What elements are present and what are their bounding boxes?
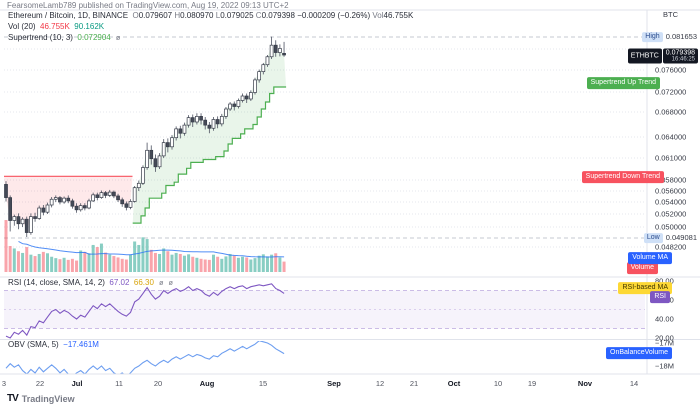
supertrend-down-trend-tag: Supertrend Down Trend bbox=[581, 171, 664, 183]
price-tick[interactable]: 0.068000 bbox=[655, 107, 687, 117]
time-tick[interactable]: 3 bbox=[1, 379, 7, 388]
rsi-ma-value: 66.30 bbox=[133, 278, 154, 287]
tradingview-logo[interactable]: TV TradingView bbox=[7, 393, 75, 404]
symbol-legend[interactable]: Ethereum / Bitcoin, 1D, BINANCE O0.07960… bbox=[8, 11, 413, 20]
low-price-row: Low 0.049081 bbox=[643, 233, 697, 243]
supertrend-value: 0.072904 bbox=[77, 33, 111, 42]
low-tag-value: 0.049081 bbox=[665, 233, 697, 243]
time-tick[interactable]: 12 bbox=[375, 379, 385, 388]
time-tick[interactable]: 20 bbox=[153, 379, 163, 388]
rsi-indicator-legend[interactable]: RSI (14, close, SMA, 14, 2) 67.02 66.30 … bbox=[8, 278, 173, 287]
volume-ma-tag: Volume MA bbox=[628, 252, 672, 264]
volume-label: Vol bbox=[372, 11, 384, 20]
price-tick[interactable]: 0.052000 bbox=[655, 209, 687, 219]
price-tick[interactable]: 0.076000 bbox=[655, 65, 687, 75]
symbol-tag: ETHBTC bbox=[627, 48, 662, 64]
volume-indicator-legend[interactable]: Vol (20) 46.755K 90.162K bbox=[8, 22, 104, 31]
current-price: 0.079398 bbox=[665, 49, 695, 57]
hidden-eye-icon[interactable]: ø bbox=[168, 280, 173, 287]
price-tick[interactable]: 0.061000 bbox=[655, 153, 687, 163]
time-tick[interactable]: 15 bbox=[258, 379, 268, 388]
rsi-tag: RSI bbox=[650, 291, 670, 303]
rsi-tick[interactable]: 80.00 bbox=[655, 276, 674, 286]
low-label: L bbox=[215, 11, 221, 20]
volume-value: 46.755K bbox=[383, 11, 414, 20]
current-price-tag: ETHBTC 0.079398 16:46:25 bbox=[627, 48, 698, 64]
vol-row-value: 46.755K bbox=[40, 22, 70, 31]
price-tick[interactable]: 0.056000 bbox=[655, 186, 687, 196]
low-value: 0.079025 bbox=[220, 11, 254, 20]
time-tick[interactable]: 19 bbox=[527, 379, 537, 388]
price-tick[interactable]: 0.048200 bbox=[655, 242, 687, 252]
close-label: C bbox=[255, 11, 262, 20]
price-axis-currency: BTC bbox=[663, 10, 678, 19]
low-tag: Low bbox=[643, 233, 663, 243]
vol-ma-value: 90.162K bbox=[74, 22, 105, 31]
obv-tick[interactable]: −18M bbox=[655, 361, 674, 371]
tradingview-mark-icon: TV bbox=[7, 393, 19, 404]
time-tick[interactable]: 14 bbox=[629, 379, 639, 388]
time-tick[interactable]: Oct bbox=[447, 379, 461, 388]
rsi-label[interactable]: RSI (14, close, SMA, 14, 2) bbox=[8, 278, 105, 287]
high-tag: High bbox=[642, 32, 663, 42]
time-tick[interactable]: Sep bbox=[327, 379, 341, 388]
vol-row-label[interactable]: Vol (20) bbox=[8, 22, 36, 31]
hidden-eye-icon[interactable]: ø bbox=[159, 280, 164, 287]
supertrend-label[interactable]: Supertrend (10, 3) bbox=[8, 33, 73, 42]
rsi-tick[interactable]: 20.00 bbox=[655, 333, 674, 343]
price-tick[interactable]: 0.058000 bbox=[655, 175, 687, 185]
open-value: 0.079607 bbox=[138, 11, 173, 20]
high-value: 0.080970 bbox=[180, 11, 214, 20]
change-value: −0.000209 (−0.26%) bbox=[297, 11, 371, 20]
high-price-row: High 0.081653 bbox=[642, 32, 697, 42]
bar-countdown: 16:46:25 bbox=[671, 56, 695, 63]
attribution-text: FearsomeLamb789 published on TradingView… bbox=[7, 1, 289, 10]
open-label: O bbox=[132, 11, 139, 20]
rsi-based-ma-tag: RSI-based MA bbox=[618, 282, 672, 294]
time-tick[interactable]: 21 bbox=[409, 379, 419, 388]
obv-indicator-legend[interactable]: OBV (SMA, 5) −17.461M bbox=[8, 340, 99, 349]
obv-value: −17.461M bbox=[63, 340, 99, 349]
time-tick[interactable]: Aug bbox=[199, 379, 215, 388]
time-tick[interactable]: 10 bbox=[493, 379, 503, 388]
time-tick[interactable]: 11 bbox=[115, 379, 123, 388]
on-balance-volume-tag: OnBalanceVolume bbox=[606, 347, 672, 359]
high-tag-value: 0.081653 bbox=[665, 32, 697, 42]
volume-tag: Volume bbox=[626, 262, 658, 274]
hidden-eye-icon[interactable]: ø bbox=[116, 35, 121, 42]
price-tick[interactable]: 0.064000 bbox=[655, 132, 687, 142]
obv-tick[interactable]: −17M bbox=[655, 338, 674, 348]
obv-label[interactable]: OBV (SMA, 5) bbox=[8, 340, 59, 349]
price-tick[interactable]: 0.054000 bbox=[655, 197, 687, 207]
rsi-tick[interactable]: 40.00 bbox=[655, 314, 674, 324]
tradingview-brand: TradingView bbox=[21, 393, 75, 404]
symbol-title[interactable]: Ethereum / Bitcoin, 1D, BINANCE bbox=[8, 11, 129, 20]
time-tick[interactable]: 22 bbox=[35, 379, 45, 388]
price-tick[interactable]: 0.072000 bbox=[655, 87, 687, 97]
high-label: H bbox=[174, 11, 181, 20]
supertrend-indicator-legend[interactable]: Supertrend (10, 3) 0.072904 ø bbox=[8, 33, 120, 42]
rsi-value: 67.02 bbox=[109, 278, 130, 287]
time-tick[interactable]: Jul bbox=[71, 379, 83, 388]
time-tick[interactable]: Nov bbox=[577, 379, 593, 388]
close-value: 0.079398 bbox=[261, 11, 295, 20]
supertrend-up-trend-tag: Supertrend Up Trend bbox=[586, 77, 660, 89]
price-tick[interactable]: 0.050000 bbox=[655, 222, 687, 232]
